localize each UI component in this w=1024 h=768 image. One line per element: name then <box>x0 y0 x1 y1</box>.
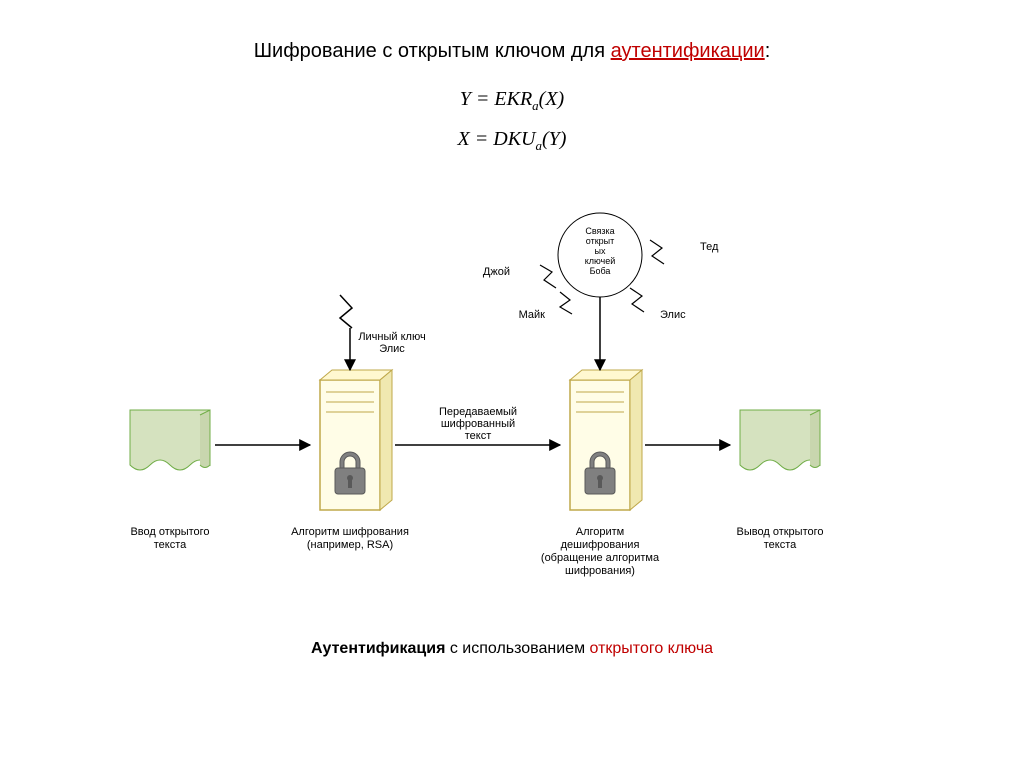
input-plaintext-l2: текста <box>154 539 187 551</box>
dec-algo-l4: шифрования) <box>565 565 635 577</box>
f1-rhs-a: EKR <box>494 88 532 110</box>
enc-algo-l2: (например, RSA) <box>307 539 393 551</box>
keyring-l4: ключей <box>585 256 616 266</box>
dec-algo-l3: (обращение алгоритма <box>541 552 660 564</box>
input-document-icon <box>130 410 210 470</box>
encryption-server-icon <box>320 370 392 510</box>
private-key-label-1: Личный ключ <box>358 331 425 343</box>
title-prefix: Шифрование с открытым ключом для <box>254 40 611 62</box>
keyring-l5: Боба <box>590 266 611 276</box>
caption-red: открытого ключа <box>590 640 714 657</box>
f1-rhs-b: (X) <box>539 88 565 110</box>
cipher-l2: шифрованный <box>441 418 515 430</box>
cipher-l1: Передаваемый <box>439 406 517 418</box>
f1-eq: = <box>471 88 495 110</box>
f2-lhs: X <box>458 128 470 150</box>
dec-algo-l2: дешифрования <box>561 539 640 551</box>
input-plaintext-l1: Ввод открытого <box>130 526 209 538</box>
zigzag-alice-icon <box>630 288 644 312</box>
title-emphasis: аутентификации <box>611 40 765 62</box>
decryption-server-icon <box>570 370 642 510</box>
output-plaintext-l2: текста <box>764 539 797 551</box>
diagram-caption: Аутентификация с использованием открытог… <box>0 640 1024 658</box>
output-document-icon <box>740 410 820 470</box>
zigzag-ted-icon <box>650 240 664 264</box>
private-key-zigzag-icon <box>340 295 352 370</box>
title-suffix: : <box>765 40 771 62</box>
f1-lhs: Y <box>460 88 471 110</box>
f2-eq: = <box>470 128 494 150</box>
keyring-l3: ых <box>595 246 606 256</box>
joy-label: Джой <box>483 266 510 278</box>
cipher-l3: текст <box>465 430 492 442</box>
diagram-svg: Личный ключ Элис Связка открыт ых ключей… <box>0 200 1024 620</box>
f2-rhs-b: (Y) <box>542 128 566 150</box>
caption-bold: Аутентификация <box>311 640 445 657</box>
caption-mid: с использованием <box>445 640 589 657</box>
ted-label: Тед <box>700 241 719 253</box>
enc-algo-l1: Алгоритм шифрования <box>291 526 409 538</box>
zigzag-joy-icon <box>540 265 556 288</box>
alice-label: Элис <box>660 309 686 321</box>
formula-2: X = DKUa(Y) <box>0 128 1024 154</box>
dec-algo-l1: Алгоритм <box>576 526 625 538</box>
keyring-l2: открыт <box>586 236 614 246</box>
page-title: Шифрование с открытым ключом для аутенти… <box>0 40 1024 63</box>
output-plaintext-l1: Вывод открытого <box>737 526 824 538</box>
formula-1: Y = EKRa(X) <box>0 88 1024 114</box>
zigzag-mike-icon <box>560 292 572 314</box>
keyring-l1: Связка <box>585 226 614 236</box>
f2-rhs-a: DKU <box>493 128 535 150</box>
private-key-label-2: Элис <box>379 343 405 355</box>
mike-label: Майк <box>519 309 546 321</box>
